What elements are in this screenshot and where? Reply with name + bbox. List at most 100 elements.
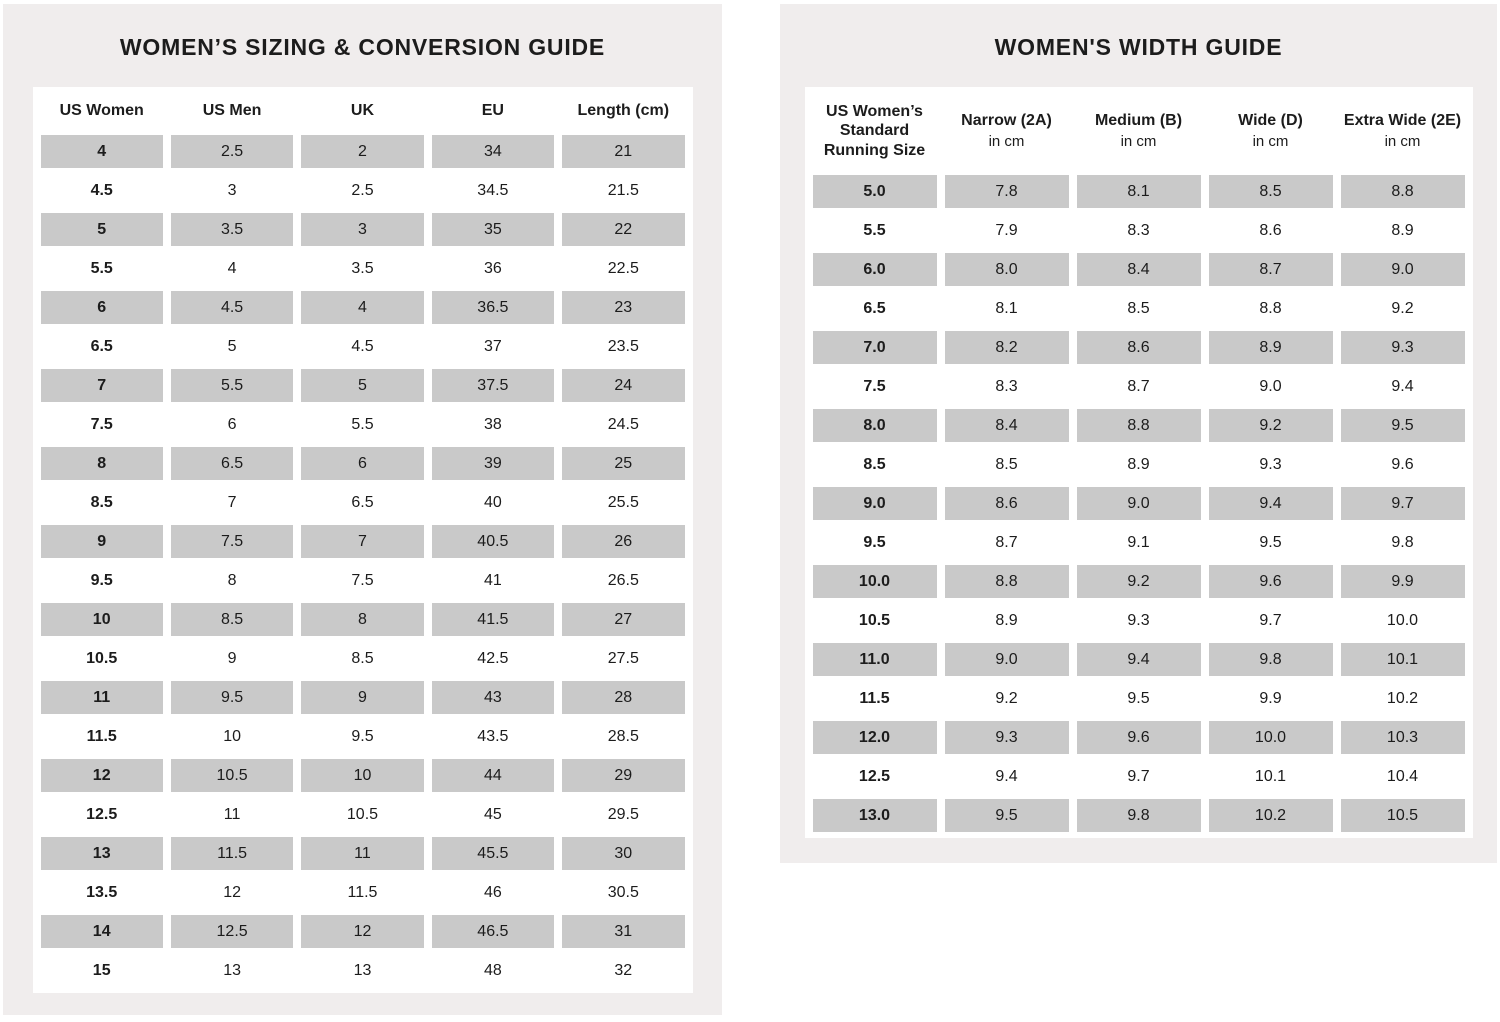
table-cell: 23.5 — [607, 337, 639, 355]
table-cell: 8.0 — [812, 409, 937, 442]
table-row: 7.5 8.3 8.7 9.0 9.4 — [813, 370, 1465, 403]
table-row: 9 7.5 7 40.5 26 — [40, 525, 685, 558]
table-cell: 40 — [483, 493, 502, 511]
table-cell: 10.0 — [1208, 721, 1333, 754]
table-cell: 11.5 — [86, 727, 117, 745]
table-cell: 3 — [227, 181, 237, 199]
table-cell: 8.6 — [944, 487, 1069, 520]
table-cell: 12.5 — [86, 805, 118, 823]
table-cell: 10 — [40, 603, 163, 636]
column-header-label: Narrow (2A) — [961, 112, 1052, 130]
column-header-label: Medium (B) — [1094, 112, 1183, 130]
table-cell: 36 — [483, 259, 502, 277]
table-cell: 3.5 — [170, 213, 294, 246]
sizing-guide-title: WOMEN’S SIZING & CONVERSION GUIDE — [119, 34, 606, 60]
table-cell: 6 — [40, 291, 163, 324]
column-header: US Women — [41, 93, 163, 129]
table-cell: 8.3 — [995, 377, 1018, 395]
table-cell: 15 — [92, 961, 111, 979]
table-row: 14 12.5 12 46.5 31 — [40, 915, 685, 948]
table-cell: 41 — [483, 571, 502, 589]
table-cell: 9.1 — [1127, 533, 1150, 551]
table-row: 6.5 8.1 8.5 8.8 9.2 — [813, 292, 1465, 325]
column-header-label: EU — [481, 102, 504, 120]
column-header: Medium (B) in cm — [1077, 93, 1201, 169]
table-row: 11 9.5 9 43 28 — [40, 681, 685, 714]
table-cell: 45 — [483, 805, 502, 823]
table-cell: 7 — [40, 369, 163, 402]
table-cell: 6.5 — [351, 493, 374, 511]
table-row: 9.0 8.6 9.0 9.4 9.7 — [812, 487, 1465, 520]
table-cell: 6.5 — [170, 447, 294, 480]
table-cell: 8.7 — [1127, 377, 1150, 395]
table-cell: 35 — [431, 213, 555, 246]
table-cell: 28 — [562, 681, 685, 714]
width-guide-table: US Women’s Standard Running Size Narrow (… — [805, 87, 1473, 838]
table-cell: 8.4 — [1076, 253, 1201, 286]
header-row: US Women US Men UK EU Length (cm) — [41, 93, 685, 129]
table-cell: 7 — [301, 525, 424, 558]
table-cell: 9.5 — [1127, 689, 1150, 707]
table-cell: 26.5 — [607, 571, 639, 589]
width-guide-title: WOMEN'S WIDTH GUIDE — [994, 34, 1283, 60]
table-cell: 2.5 — [170, 135, 294, 168]
table-cell: 12.5 — [858, 767, 891, 785]
table-cell: 4.5 — [170, 291, 294, 324]
table-cell: 27 — [562, 603, 685, 636]
table-cell: 7.0 — [812, 331, 937, 364]
table-cell: 29 — [562, 759, 685, 792]
table-cell: 42.5 — [477, 649, 509, 667]
table-cell: 7.5 — [351, 571, 374, 589]
table-row: 4 2.5 2 34 21 — [40, 135, 685, 168]
table-cell: 21 — [562, 135, 685, 168]
sizing-guide-table-wrap: US Women US Men UK EU Length (cm) 4 2.5 2 34 21 4.… — [32, 87, 693, 993]
table-cell: 8.5 — [863, 455, 886, 473]
table-cell: 24 — [562, 369, 685, 402]
table-row: 5.0 7.8 8.1 8.5 8.8 — [812, 175, 1465, 208]
table-cell: 7 — [227, 493, 237, 511]
table-cell: 8.7 — [1208, 253, 1333, 286]
table-row: 8.0 8.4 8.8 9.2 9.5 — [812, 409, 1465, 442]
table-cell: 8.6 — [1076, 331, 1201, 364]
table-cell: 12 — [40, 759, 163, 792]
table-cell: 26 — [562, 525, 685, 558]
table-cell: 34 — [431, 135, 555, 168]
table-row: 10.5 9 8.5 42.5 27.5 — [41, 642, 685, 675]
table-cell: 12 — [223, 883, 241, 901]
table-cell: 8.5 — [1127, 299, 1150, 317]
table-cell: 8.4 — [944, 409, 1069, 442]
table-cell: 11 — [40, 681, 163, 714]
table-cell: 8.0 — [944, 253, 1069, 286]
table-cell: 3 — [301, 213, 424, 246]
table-cell: 9.4 — [995, 767, 1018, 785]
table-row: 9.5 8 7.5 41 26.5 — [41, 564, 685, 597]
table-row: 9.5 8.7 9.1 9.5 9.8 — [813, 526, 1465, 559]
table-cell: 9.9 — [1259, 689, 1282, 707]
table-cell: 8 — [301, 603, 424, 636]
table-cell: 9.5 — [944, 799, 1069, 832]
table-cell: 7.9 — [995, 221, 1018, 239]
table-cell: 6 — [301, 447, 424, 480]
table-cell: 9 — [301, 681, 424, 714]
table-row: 15 13 13 48 32 — [41, 954, 685, 987]
table-cell: 12 — [301, 915, 424, 948]
table-cell: 8.5 — [995, 455, 1018, 473]
table-cell: 9.7 — [1127, 767, 1150, 785]
table-cell: 9.9 — [1340, 565, 1465, 598]
table-cell: 48 — [483, 961, 502, 979]
table-cell: 8.9 — [1127, 455, 1150, 473]
header-row: US Women’s Standard Running Size Narrow (… — [813, 93, 1465, 169]
table-row: 8 6.5 6 39 25 — [40, 447, 685, 480]
table-cell: 9.4 — [1391, 377, 1414, 395]
table-cell: 10.5 — [346, 805, 379, 823]
table-cell: 9.2 — [1076, 565, 1201, 598]
table-cell: 9.5 — [90, 571, 113, 589]
table-cell: 5.5 — [90, 259, 113, 277]
table-cell: 8.6 — [1259, 221, 1282, 239]
table-row: 13.5 12 11.5 46 30.5 — [41, 876, 685, 909]
table-cell: 9.6 — [1208, 565, 1333, 598]
table-row: 12 10.5 10 44 29 — [40, 759, 685, 792]
table-row: 13.0 9.5 9.8 10.2 10.5 — [812, 799, 1465, 832]
table-row: 11.0 9.0 9.4 9.8 10.1 — [812, 643, 1465, 676]
column-header: US Men — [171, 93, 293, 129]
